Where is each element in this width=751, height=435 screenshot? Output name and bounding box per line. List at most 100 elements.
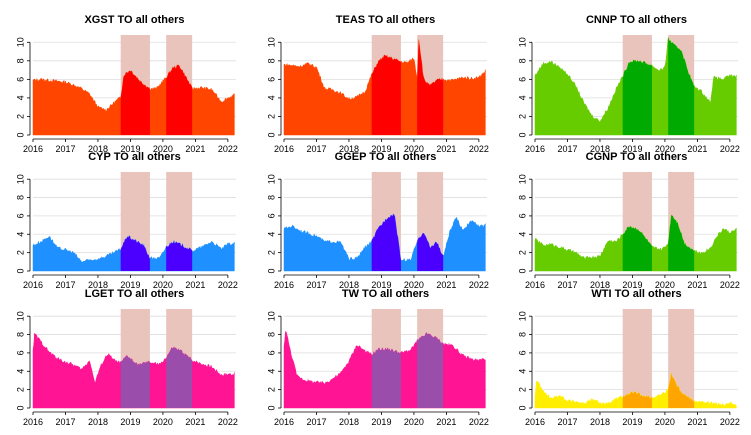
x-tick-label: 2021	[436, 417, 456, 427]
x-tick-label: 2019	[622, 144, 642, 154]
y-tick-label: 6	[266, 350, 276, 355]
series-area-highlight	[371, 39, 444, 135]
series-area-highlight	[120, 333, 193, 408]
x-tick-label: 2020	[655, 144, 675, 154]
x-tick-label: 2018	[590, 417, 610, 427]
y-tick-label: 2	[15, 387, 25, 392]
x-tick-label: 2022	[469, 417, 489, 427]
y-tick-label: 0	[266, 268, 276, 273]
y-tick-label: 2	[517, 250, 527, 255]
y-tick-label: 10	[517, 174, 527, 184]
x-tick-label: 2020	[404, 417, 424, 427]
y-tick-label: 4	[15, 369, 25, 374]
y-tick-label: 6	[15, 77, 25, 82]
y-tick-label: 4	[517, 95, 527, 100]
x-tick-label: 2018	[88, 280, 108, 290]
x-tick-label: 2019	[371, 417, 391, 427]
y-tick-label: 8	[266, 332, 276, 337]
x-tick-label: 2019	[120, 417, 140, 427]
y-tick-label: 4	[517, 369, 527, 374]
x-tick-label: 2017	[306, 280, 326, 290]
x-tick-label: 2018	[88, 417, 108, 427]
panel-title: CYP TO all others	[88, 151, 181, 163]
x-tick-label: 2021	[436, 280, 456, 290]
y-tick-label: 0	[15, 132, 25, 137]
panel-3: 0 2 4 6 8 10 2016 2017 2018 2019 2020 2021 2022 CNNP …	[517, 14, 740, 154]
y-tick-label: 0	[15, 268, 25, 273]
y-tick-label: 0	[517, 132, 527, 137]
y-tick-label: 2	[266, 250, 276, 255]
x-tick-label: 2016	[23, 144, 43, 154]
series-area-highlight	[120, 64, 193, 135]
y-tick-label: 2	[517, 114, 527, 119]
y-tick-label: 6	[517, 350, 527, 355]
x-tick-label: 2018	[590, 144, 610, 154]
panel-5: 0 2 4 6 8 10 2016 2017 2018 2019 2020 2021 2022 GGEP …	[266, 151, 489, 290]
y-tick-label: 10	[266, 174, 276, 184]
panel-title: CGNP TO all others	[586, 151, 688, 163]
y-tick-label: 6	[517, 77, 527, 82]
y-tick-label: 10	[517, 37, 527, 47]
series-area-highlight	[120, 235, 193, 271]
panel-title: GGEP TO all others	[335, 151, 437, 163]
panel-8: 0 2 4 6 8 10 2016 2017 2018 2019 2020 2021 2022 TW TO…	[266, 288, 489, 427]
panel-title: TEAS TO all others	[336, 14, 435, 26]
x-tick-label: 2018	[339, 417, 359, 427]
y-tick-label: 6	[266, 213, 276, 218]
panel-7: 0 2 4 6 8 10 2016 2017 2018 2019 2020 2021 2022 LGET …	[15, 288, 238, 427]
y-tick-label: 2	[15, 250, 25, 255]
panel-title: LGET TO all others	[85, 288, 184, 300]
x-tick-label: 2019	[622, 417, 642, 427]
y-tick-label: 8	[15, 332, 25, 337]
y-tick-label: 4	[266, 95, 276, 100]
x-tick-label: 2022	[218, 144, 238, 154]
y-tick-label: 8	[517, 58, 527, 63]
y-tick-label: 0	[517, 268, 527, 273]
y-tick-label: 8	[15, 195, 25, 200]
y-tick-label: 8	[266, 58, 276, 63]
x-tick-label: 2016	[525, 417, 545, 427]
x-tick-label: 2016	[274, 144, 294, 154]
x-tick-label: 2022	[218, 417, 238, 427]
x-tick-label: 2021	[436, 144, 456, 154]
series-area-highlight	[622, 215, 695, 271]
x-tick-label: 2019	[120, 280, 140, 290]
panel-9: 0 2 4 6 8 10 2016 2017 2018 2019 2020 2021 2022 WTI T…	[517, 288, 740, 427]
x-tick-label: 2016	[525, 280, 545, 290]
x-tick-label: 2017	[306, 417, 326, 427]
x-tick-label: 2022	[720, 144, 740, 154]
panel-6: 0 2 4 6 8 10 2016 2017 2018 2019 2020 2021 2022 CGNP …	[517, 151, 740, 290]
x-tick-label: 2018	[88, 144, 108, 154]
x-tick-label: 2021	[185, 280, 205, 290]
y-tick-label: 0	[15, 405, 25, 410]
y-tick-label: 0	[266, 405, 276, 410]
y-tick-label: 10	[517, 311, 527, 321]
x-tick-label: 2022	[469, 144, 489, 154]
panel-title: TW TO all others	[342, 288, 429, 300]
y-tick-label: 4	[266, 369, 276, 374]
y-tick-label: 4	[266, 232, 276, 237]
x-tick-label: 2019	[371, 144, 391, 154]
x-tick-label: 2021	[687, 280, 707, 290]
x-tick-label: 2020	[404, 144, 424, 154]
x-tick-label: 2018	[339, 280, 359, 290]
x-tick-label: 2016	[274, 417, 294, 427]
y-tick-label: 6	[266, 77, 276, 82]
x-tick-label: 2019	[120, 144, 140, 154]
y-tick-label: 10	[15, 174, 25, 184]
x-tick-label: 2016	[525, 144, 545, 154]
y-tick-label: 0	[266, 132, 276, 137]
series-area-highlight	[622, 372, 695, 408]
x-tick-label: 2017	[557, 280, 577, 290]
y-tick-label: 2	[517, 387, 527, 392]
x-tick-label: 2021	[185, 417, 205, 427]
y-tick-label: 8	[266, 195, 276, 200]
y-tick-label: 4	[15, 95, 25, 100]
y-tick-label: 8	[15, 58, 25, 63]
y-tick-label: 8	[517, 332, 527, 337]
y-tick-label: 10	[266, 37, 276, 47]
x-tick-label: 2022	[720, 417, 740, 427]
series-area-highlight	[371, 331, 444, 408]
x-tick-label: 2017	[557, 144, 577, 154]
y-tick-label: 4	[15, 232, 25, 237]
